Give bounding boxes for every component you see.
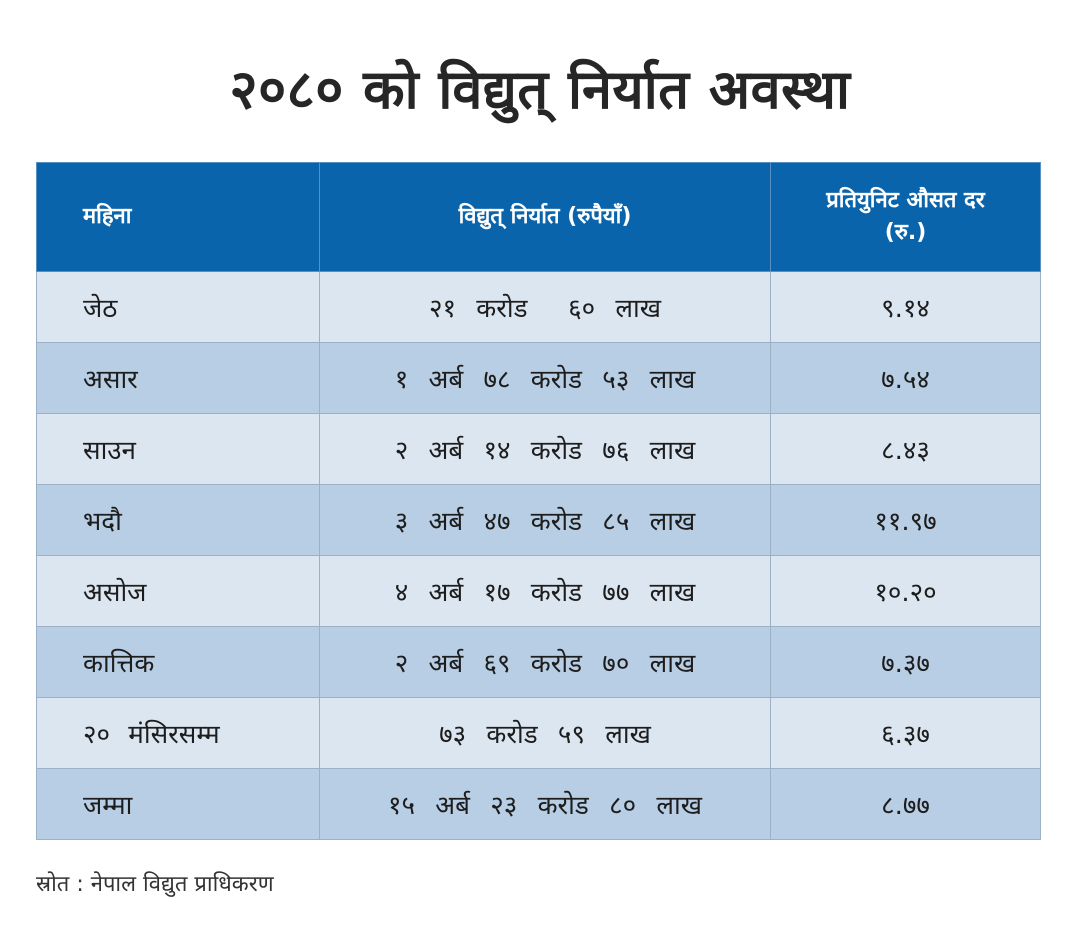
cell-month: कात्तिक [36, 626, 320, 698]
cell-rate: १०.२० [770, 555, 1041, 627]
header-export: विद्युत् निर्यात (रुपैयाँ) [319, 162, 771, 272]
cell-export: ३ अर्ब ४७ करोड ८५ लाख [319, 484, 771, 556]
header-rate-label: प्रतियुनिट औसत दर (रु.) [826, 188, 985, 245]
page-title: २०८० को विद्युत् निर्यात अवस्था [229, 58, 851, 121]
cell-export: ७३ करोड ५९ लाख [319, 697, 771, 769]
table-row: २० मंसिरसम्म ७३ करोड ५९ लाख ६.३७ [36, 697, 1041, 769]
cell-month: असार [36, 342, 320, 414]
cell-rate: ७.३७ [770, 626, 1041, 698]
cell-export: २ अर्ब ६९ करोड ७० लाख [319, 626, 771, 698]
table-header-row: महिना विद्युत् निर्यात (रुपैयाँ) प्रतियु… [36, 162, 1041, 272]
table-row: कात्तिक २ अर्ब ६९ करोड ७० लाख ७.३७ [36, 626, 1041, 698]
cell-month: २० मंसिरसम्म [36, 697, 320, 769]
cell-month: भदौ [36, 484, 320, 556]
source-note: स्रोत : नेपाल विद्युत प्राधिकरण [36, 872, 274, 897]
header-month: महिना [36, 162, 320, 272]
table-row: असोज ४ अर्ब १७ करोड ७७ लाख १०.२० [36, 555, 1041, 627]
table-row: भदौ ३ अर्ब ४७ करोड ८५ लाख ११.९७ [36, 484, 1041, 556]
cell-rate: ११.९७ [770, 484, 1041, 556]
cell-rate: ८.७७ [770, 768, 1041, 840]
cell-export: २१ करोड ६० लाख [319, 271, 771, 343]
cell-export: ४ अर्ब १७ करोड ७७ लाख [319, 555, 771, 627]
table-row: जेठ २१ करोड ६० लाख ९.१४ [36, 271, 1041, 343]
cell-export: २ अर्ब १४ करोड ७६ लाख [319, 413, 771, 485]
cell-export: १ अर्ब ७८ करोड ५३ लाख [319, 342, 771, 414]
cell-rate: ९.१४ [770, 271, 1041, 343]
cell-month: जम्मा [36, 768, 320, 840]
cell-export: १५ अर्ब २३ करोड ८० लाख [319, 768, 771, 840]
cell-month: असोज [36, 555, 320, 627]
table-row: असार १ अर्ब ७८ करोड ५३ लाख ७.५४ [36, 342, 1041, 414]
table-row: साउन २ अर्ब १४ करोड ७६ लाख ८.४३ [36, 413, 1041, 485]
cell-rate: ७.५४ [770, 342, 1041, 414]
cell-month: जेठ [36, 271, 320, 343]
export-table: महिना विद्युत् निर्यात (रुपैयाँ) प्रतियु… [36, 162, 1041, 840]
cell-month: साउन [36, 413, 320, 485]
cell-rate: ६.३७ [770, 697, 1041, 769]
cell-rate: ८.४३ [770, 413, 1041, 485]
table-row-total: जम्मा १५ अर्ब २३ करोड ८० लाख ८.७७ [36, 768, 1041, 840]
header-rate: प्रतियुनिट औसत दर (रु.) [770, 162, 1041, 272]
